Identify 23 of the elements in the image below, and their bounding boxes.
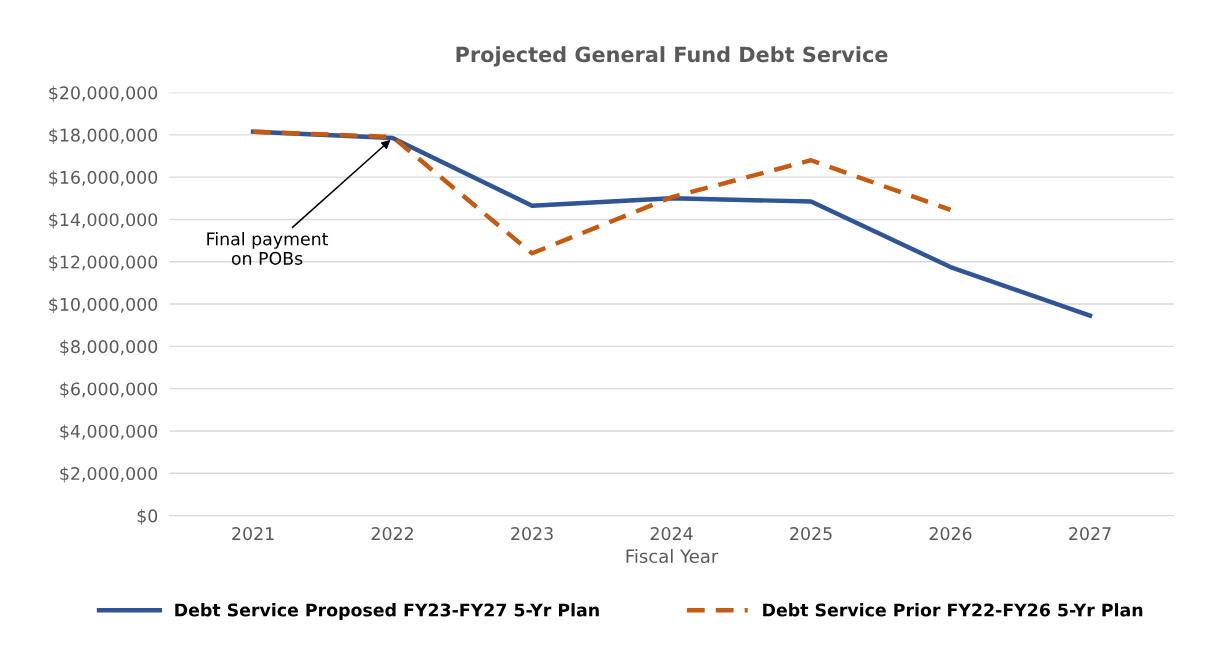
y-tick-label: $12,000,000 (49, 255, 158, 271)
x-tick-label: 2025 (790, 527, 832, 541)
x-tick-label: 2021 (232, 527, 274, 541)
y-tick-label: $2,000,000 (60, 466, 158, 483)
y-tick-label: $6,000,000 (60, 382, 158, 398)
x-tick-label: 2023 (511, 527, 553, 541)
y-tick-label: $10,000,000 (49, 297, 158, 314)
y-tick-label: $14,000,000 (49, 212, 158, 229)
y-tick-label: $0 (137, 508, 158, 525)
x-tick-label: 2022 (371, 527, 413, 541)
x-tick-label: 2027 (1069, 527, 1111, 541)
y-tick-label: $20,000,000 (49, 85, 158, 102)
legend-label: Debt Service Prior FY22-FY26 5-Yr Plan (763, 603, 1143, 617)
y-tick-label: $18,000,000 (49, 128, 158, 144)
y-tick-label: $8,000,000 (60, 339, 158, 356)
chart-title: Projected General Fund Debt Service (456, 46, 888, 67)
annotation: Final payment on POBs (207, 232, 329, 265)
legend-label: Debt Service Proposed FY23-FY27 5-Yr Plan (175, 603, 599, 620)
x-tick-label: 2024 (650, 527, 693, 541)
y-tick-label: $16,000,000 (49, 170, 158, 187)
y-tick-label: $4,000,000 (60, 424, 158, 441)
x-axis-title: Fiscal Year (626, 549, 719, 564)
x-tick-label: 2026 (929, 527, 972, 541)
